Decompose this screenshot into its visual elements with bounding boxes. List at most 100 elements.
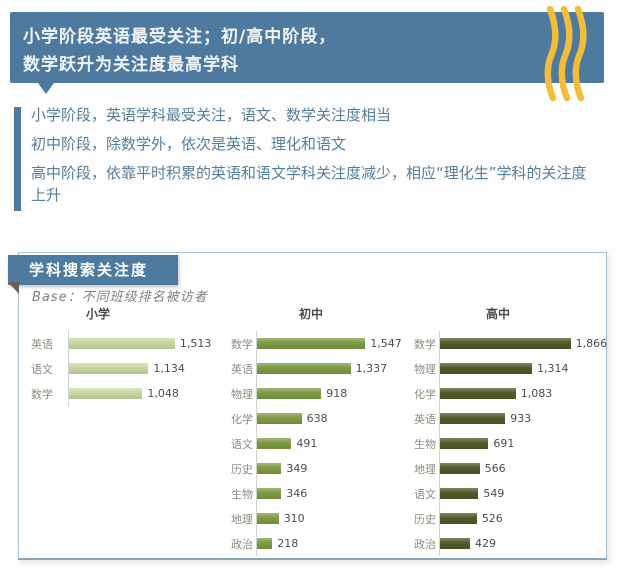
bar <box>257 388 322 399</box>
chart-row: 历史 349 <box>231 456 412 481</box>
header-banner: 小学阶段英语最受关注；初/高中阶段， 数学跃升为关注度最高学科 <box>10 5 604 102</box>
bar-track: 1,866 <box>439 331 607 356</box>
bar-track: 1,547 <box>256 331 412 356</box>
bar <box>440 388 516 399</box>
bar-track: 218 <box>256 531 412 556</box>
category-label: 语文 <box>414 487 436 501</box>
category-label: 语文 <box>31 362 53 376</box>
bar <box>440 538 471 549</box>
summary-line-elementary: 小学阶段，英语学科最受关注，语文、数学关注度相当 <box>31 106 392 124</box>
category-label: 物理 <box>231 387 253 401</box>
value-label: 1,314 <box>536 362 569 375</box>
category-label: 生物 <box>414 437 436 451</box>
chart-row: 地理 310 <box>231 506 412 531</box>
bar <box>257 363 351 374</box>
chart-row: 数学 1,547 <box>231 331 412 356</box>
chart-row: 语文 1,134 <box>31 356 229 381</box>
banner-title-line2: 数学跃升为关注度最高学科 <box>23 55 239 75</box>
category-label: 化学 <box>231 412 253 426</box>
value-label: 491 <box>296 437 318 450</box>
bar <box>440 513 477 524</box>
chart-row: 数学 1,048 <box>31 381 229 406</box>
bar-track: 429 <box>439 531 607 556</box>
bar-track: 1,048 <box>68 381 229 406</box>
bar-track: 638 <box>256 406 412 431</box>
banner-pointer <box>38 83 54 94</box>
chart-panel: 学科搜索关注度 Base：不同班级排名被访者 小学 英语 1,513 语文 1,134… <box>8 252 607 560</box>
chart-rows-senior: 数学 1,866 物理 1,314 化学 1,083 英语 933 生物 691 地理 566 语文 54… <box>414 331 607 556</box>
bar <box>440 463 480 474</box>
category-label: 化学 <box>414 387 436 401</box>
category-label: 政治 <box>231 537 253 551</box>
value-label: 346 <box>286 487 308 500</box>
chart-senior: 高中 数学 1,866 物理 1,314 化学 1,083 英语 933 生物 691 地理 566 语… <box>414 305 607 556</box>
chart-row: 化学 638 <box>231 406 412 431</box>
bar-track: 918 <box>256 381 412 406</box>
bar <box>69 388 143 399</box>
bar <box>440 488 479 499</box>
bar-track: 1,337 <box>256 356 412 381</box>
bar <box>257 413 302 424</box>
panel-tab: 学科搜索关注度 <box>8 255 179 285</box>
bar-track: 349 <box>256 456 412 481</box>
bar-track: 346 <box>256 481 412 506</box>
bar <box>257 513 279 524</box>
bar-track: 310 <box>256 506 412 531</box>
value-label: 691 <box>493 437 515 450</box>
bar <box>257 338 366 349</box>
value-label: 1,048 <box>147 387 179 400</box>
category-label: 历史 <box>231 462 253 476</box>
value-label: 918 <box>326 387 348 400</box>
value-label: 1,547 <box>370 337 402 350</box>
category-label: 政治 <box>414 537 436 551</box>
value-label: 1,513 <box>179 337 212 350</box>
chart-row: 英语 1,337 <box>231 356 412 381</box>
panel-tab-label: 学科搜索关注度 <box>29 261 149 279</box>
value-label: 1,134 <box>153 362 185 375</box>
value-label: 638 <box>306 412 328 425</box>
value-label: 566 <box>484 462 506 475</box>
bar <box>440 338 571 349</box>
banner-title-line1: 小学阶段英语最受关注；初/高中阶段， <box>23 27 337 47</box>
value-label: 429 <box>475 537 497 550</box>
category-label: 数学 <box>414 337 436 351</box>
value-label: 1,866 <box>575 337 608 350</box>
category-label: 英语 <box>414 412 436 426</box>
chart-row: 物理 918 <box>231 381 412 406</box>
chart-rows-elementary: 英语 1,513 语文 1,134 数学 1,048 <box>31 331 229 406</box>
bar <box>257 438 292 449</box>
category-label: 地理 <box>414 462 436 476</box>
chart-row: 生物 691 <box>414 431 607 456</box>
chart-row: 语文 549 <box>414 481 607 506</box>
summary-block: 小学阶段，英语学科最受关注，语文、数学关注度相当 初中阶段，除数学外，依次是英语… <box>14 104 598 213</box>
category-label: 物理 <box>414 362 436 376</box>
panel-tab-fold <box>8 282 19 294</box>
category-label: 英语 <box>31 337 53 351</box>
category-label: 生物 <box>231 487 253 501</box>
chart-row: 地理 566 <box>414 456 607 481</box>
bar-track: 1,134 <box>68 356 229 381</box>
bar <box>440 413 506 424</box>
bar <box>257 488 282 499</box>
bar-track: 566 <box>439 456 607 481</box>
bar <box>257 538 273 549</box>
chart-title-elementary: 小学 <box>86 307 111 321</box>
chart-row: 英语 933 <box>414 406 607 431</box>
base-note: Base：不同班级排名被访者 <box>32 290 208 305</box>
bar-track: 1,083 <box>439 381 607 406</box>
bar-track: 933 <box>439 406 607 431</box>
bar-track: 549 <box>439 481 607 506</box>
category-label: 英语 <box>231 362 253 376</box>
value-label: 1,083 <box>520 387 553 400</box>
chart-row: 政治 429 <box>414 531 607 556</box>
bar <box>440 363 532 374</box>
summary-line-senior: 高中阶段，依靠平时积累的英语和语文学科关注度减少，相应“理化生”学科的关注度上升 <box>31 164 587 204</box>
bar-track: 526 <box>439 506 607 531</box>
value-label: 549 <box>483 487 505 500</box>
chart-row: 生物 346 <box>231 481 412 506</box>
chart-title-junior: 初中 <box>299 307 324 321</box>
category-label: 地理 <box>231 512 253 526</box>
value-label: 933 <box>510 412 532 425</box>
category-label: 数学 <box>31 387 53 401</box>
